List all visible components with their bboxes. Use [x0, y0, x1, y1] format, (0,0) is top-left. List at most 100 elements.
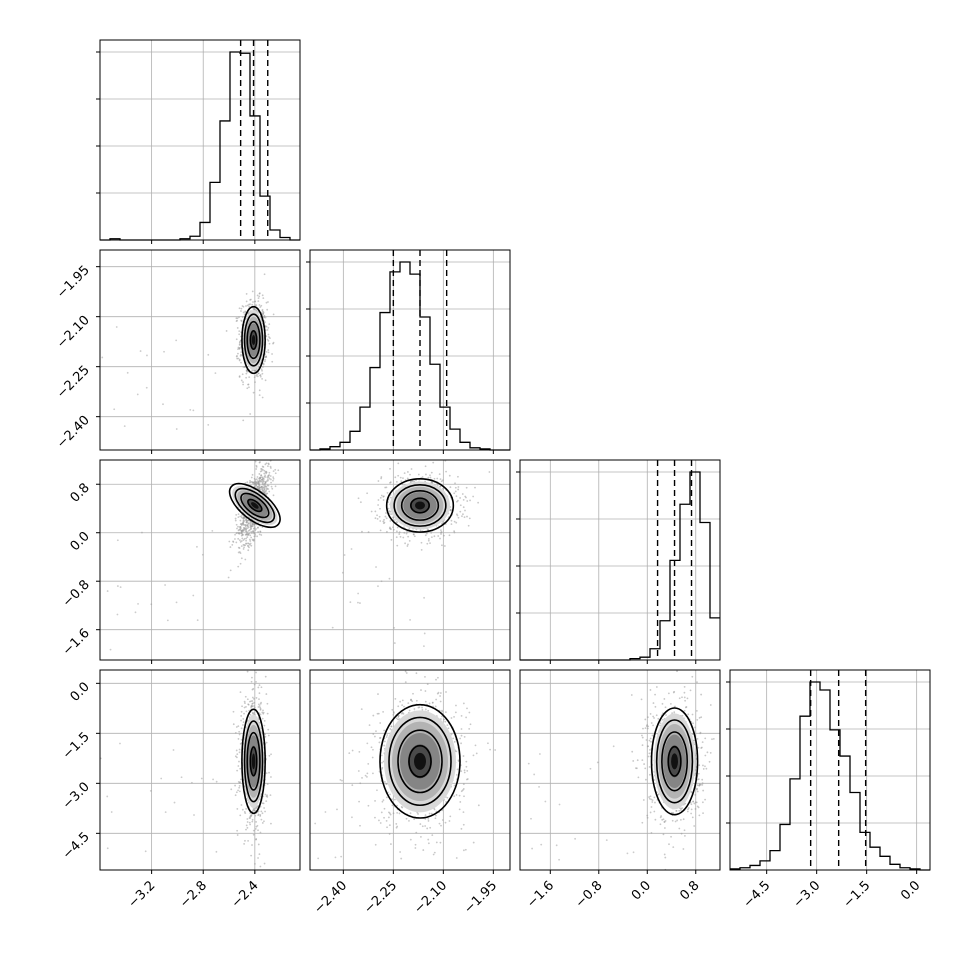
sample-point — [415, 831, 418, 834]
sample-point — [259, 458, 261, 460]
sample-point — [435, 678, 437, 681]
sample-point — [442, 479, 444, 482]
contour-line — [410, 497, 430, 514]
sample-point — [393, 642, 396, 644]
sample-point — [266, 480, 268, 482]
sample-point — [116, 539, 119, 542]
sample-point — [452, 737, 455, 740]
contour-line — [385, 477, 455, 533]
sample-point — [264, 490, 267, 493]
sample-point — [244, 558, 247, 561]
sample-point — [466, 769, 469, 772]
sample-point — [258, 684, 261, 687]
sample-point — [462, 755, 465, 757]
sample-point — [400, 857, 403, 860]
sample-point — [408, 539, 411, 542]
sample-point — [364, 774, 367, 777]
sample-point — [264, 484, 266, 486]
sample-point — [399, 700, 402, 703]
sample-point — [261, 396, 264, 399]
sample-point — [430, 536, 433, 539]
sample-point — [432, 853, 435, 856]
sample-point — [445, 691, 447, 693]
sample-point — [415, 672, 418, 675]
sample-point — [237, 525, 239, 528]
sample-point — [265, 335, 268, 338]
sample-point — [212, 778, 214, 781]
sample-point — [468, 727, 471, 730]
sample-point — [420, 549, 423, 551]
sample-point — [456, 768, 459, 771]
sample-point — [377, 480, 380, 482]
sample-point — [258, 692, 261, 695]
sample-point — [455, 704, 457, 707]
density-shade — [251, 335, 256, 345]
sample-point — [245, 300, 248, 303]
sample-point — [193, 814, 195, 816]
sample-point — [268, 474, 271, 476]
sample-point — [106, 847, 109, 850]
sample-point — [253, 705, 255, 707]
y-tick-label: −2.10 — [54, 313, 93, 352]
sample-point — [269, 475, 272, 477]
sample-point — [150, 603, 153, 606]
sample-point — [427, 817, 430, 820]
sample-point — [701, 741, 704, 744]
sample-point — [256, 373, 258, 376]
sample-point — [240, 310, 242, 312]
sample-point — [407, 535, 410, 538]
contour-line — [243, 720, 264, 803]
sample-point — [260, 810, 263, 813]
sample-point — [409, 838, 412, 841]
panel-frame — [99, 249, 301, 451]
sample-point — [429, 542, 431, 545]
sample-point — [253, 300, 256, 303]
sample-point — [412, 692, 414, 695]
sample-point — [263, 480, 265, 483]
sample-point — [379, 520, 382, 522]
sample-point — [386, 826, 388, 829]
sample-point — [238, 532, 240, 535]
sample-point — [250, 536, 253, 539]
sample-point — [243, 537, 246, 540]
sample-point — [382, 499, 385, 501]
sample-point — [450, 733, 453, 736]
sample-point — [405, 672, 408, 674]
sample-point — [420, 835, 422, 838]
sample-point — [238, 790, 241, 793]
density-shade — [414, 752, 426, 770]
sample-point — [386, 796, 388, 799]
sample-point — [240, 719, 242, 722]
sample-point — [270, 776, 272, 778]
y-tick-label: −1.5 — [60, 730, 93, 763]
sample-point — [446, 724, 449, 727]
sample-point — [251, 473, 254, 476]
sample-point — [424, 708, 427, 711]
sample-point — [251, 369, 254, 372]
sample-point — [402, 712, 405, 715]
sample-point — [403, 472, 406, 475]
sample-point — [265, 486, 268, 488]
sample-point — [385, 819, 388, 822]
sample-point — [391, 708, 394, 711]
sample-point — [409, 473, 411, 476]
sample-point — [241, 705, 243, 708]
sample-point — [440, 480, 443, 483]
sample-point — [386, 491, 389, 494]
sample-point — [268, 477, 271, 480]
sample-point — [397, 462, 400, 465]
sample-point — [253, 477, 256, 480]
sample-point — [240, 307, 243, 310]
sample-point — [241, 316, 244, 318]
sample-point — [381, 800, 384, 803]
sample-point — [189, 409, 192, 411]
sample-point — [234, 517, 237, 520]
sample-point — [254, 369, 257, 372]
sample-point — [380, 754, 383, 757]
sample-point — [445, 800, 447, 803]
sample-point — [257, 300, 260, 303]
sample-point — [242, 533, 244, 536]
sample-point — [247, 549, 250, 552]
sample-point — [426, 683, 429, 686]
sample-point — [252, 687, 255, 690]
